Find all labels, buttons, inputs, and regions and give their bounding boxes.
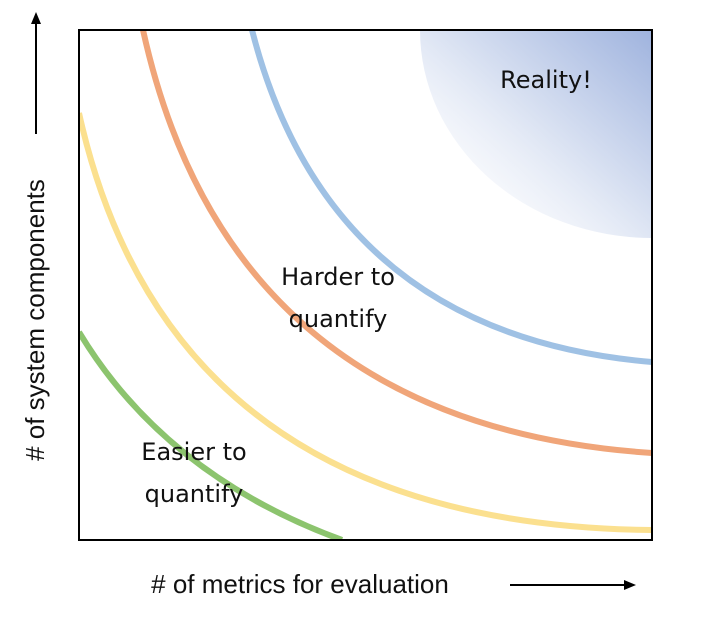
reality-region	[420, 30, 652, 238]
annotation: Harder to	[281, 263, 395, 291]
x-axis-label: # of metrics for evaluation	[151, 569, 449, 599]
plot-frame	[78, 29, 653, 541]
annotation: Easier to	[141, 438, 246, 466]
annotation: quantify	[289, 305, 388, 333]
curve-green	[79, 330, 344, 540]
curve-orange	[140, 30, 652, 456]
y-axis-label: # of system components	[20, 179, 50, 461]
annotation: quantify	[145, 480, 244, 508]
curve-yellow	[79, 112, 652, 533]
curve-blue	[249, 30, 652, 365]
y-arrowhead	[31, 12, 41, 24]
x-arrowhead	[624, 580, 636, 590]
annotation: Reality!	[500, 66, 592, 94]
